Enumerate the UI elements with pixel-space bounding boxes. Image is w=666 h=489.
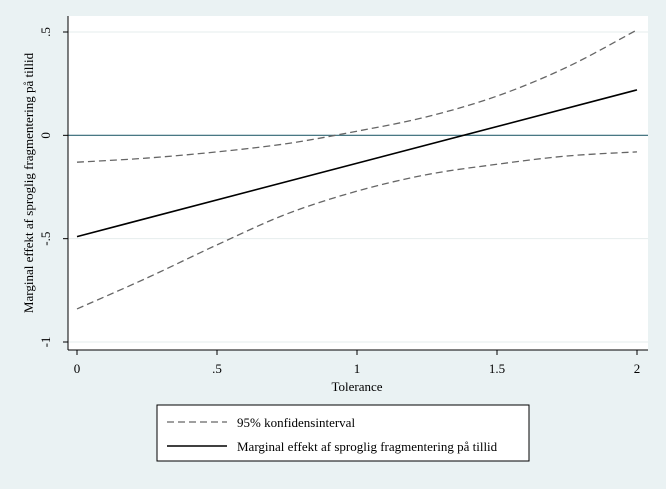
ci-lower-line [76,151,638,310]
axes [67,16,648,351]
x-tick-label: 0 [74,361,81,376]
tick-layer: 0 .5 1 1.5 2 -1 -.5 0 .5 [38,27,640,376]
x-tick-label: 2 [634,361,641,376]
y-tick-label: -1 [38,337,53,348]
x-tick-label: .5 [212,361,222,376]
y-axis-label: Marginal effekt af sproglig fragmenterin… [21,52,36,313]
y-tick-label: 0 [38,132,53,139]
x-axis-label: Tolerance [331,379,382,394]
plot-area [68,16,648,350]
x-tick-label: 1.5 [489,361,505,376]
legend-label-ci: 95% konfidensinterval [237,415,355,430]
gridlines [68,31,648,343]
legend-box [156,404,530,462]
ci-upper-line [76,29,638,163]
series-layer [76,29,638,310]
legend-label-marginal-effect: Marginal effekt af sproglig fragmenterin… [237,439,498,454]
x-tick-label: 1 [354,361,361,376]
marginal-effect-line [76,89,638,238]
legend: 95% konfidensinterval Marginal effekt af… [156,404,530,462]
y-tick-label: -.5 [38,232,53,246]
y-tick-label: .5 [38,27,53,37]
